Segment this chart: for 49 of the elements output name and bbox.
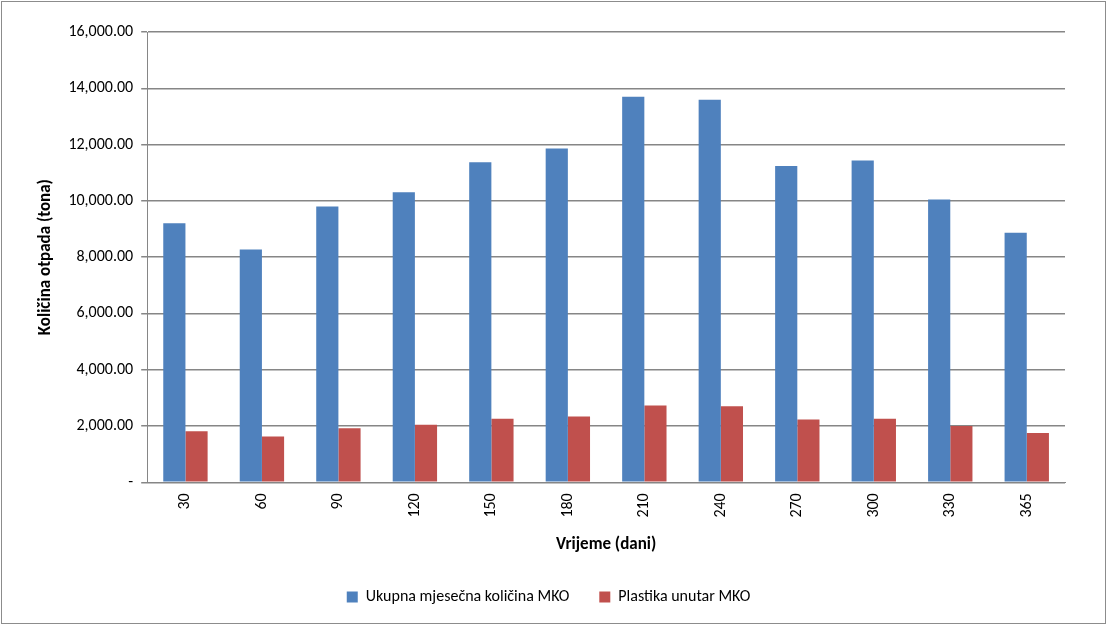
bar: [928, 199, 951, 482]
bar: [775, 165, 798, 482]
x-tick-label: 180: [556, 493, 576, 518]
bar: [622, 96, 645, 482]
bar: [1026, 433, 1049, 482]
x-axis-title: Vrijeme (dani): [555, 533, 657, 555]
x-tick-label: 90: [327, 493, 347, 510]
bar: [851, 160, 874, 482]
x-tick-label: 365: [1015, 493, 1035, 518]
x-tick-label: 270: [786, 493, 806, 518]
y-tick-label: 16,000.00: [68, 21, 134, 40]
x-tick-label: 120: [403, 493, 423, 518]
bar: [261, 436, 285, 482]
x-tick-label: 210: [633, 493, 653, 518]
bar: [950, 425, 973, 482]
bar: [316, 206, 339, 482]
x-tick-label: 60: [250, 493, 270, 510]
bar: [545, 148, 568, 482]
bar: [392, 192, 415, 482]
y-tick-label: 2,000.00: [76, 414, 134, 434]
y-tick-label: 4,000.00: [76, 358, 134, 378]
bar: [239, 249, 262, 482]
bar: [338, 428, 361, 482]
bar: [644, 405, 667, 482]
y-tick-label: 12,000.00: [68, 133, 134, 153]
y-tick-label: -: [128, 471, 134, 491]
bar: [567, 416, 591, 482]
bar: [163, 223, 186, 482]
bar: [1004, 232, 1027, 482]
bar: [469, 162, 492, 482]
y-tick-label: 10,000.00: [68, 189, 134, 209]
bar: [873, 418, 896, 482]
bar: [491, 418, 514, 482]
x-tick-label: 30: [174, 493, 194, 510]
x-tick-label: 330: [939, 493, 959, 518]
bar: [797, 419, 820, 482]
x-tick-label: 300: [862, 493, 882, 518]
legend-label: Plastika unutar MKO: [618, 586, 751, 605]
bar: [414, 424, 438, 482]
bar: [185, 431, 208, 482]
y-tick-label: 14,000.00: [68, 77, 134, 97]
y-tick-label: 6,000.00: [76, 302, 134, 322]
y-tick-label: 8,000.00: [76, 246, 134, 266]
bar: [720, 406, 743, 482]
x-tick-label: 150: [480, 493, 500, 518]
x-tick-label: 240: [709, 493, 729, 518]
bar: [698, 99, 721, 482]
y-axis-title: Količina otpada (tona): [34, 179, 56, 336]
legend-label: Ukupna mjesečna količina MKO: [365, 586, 570, 605]
